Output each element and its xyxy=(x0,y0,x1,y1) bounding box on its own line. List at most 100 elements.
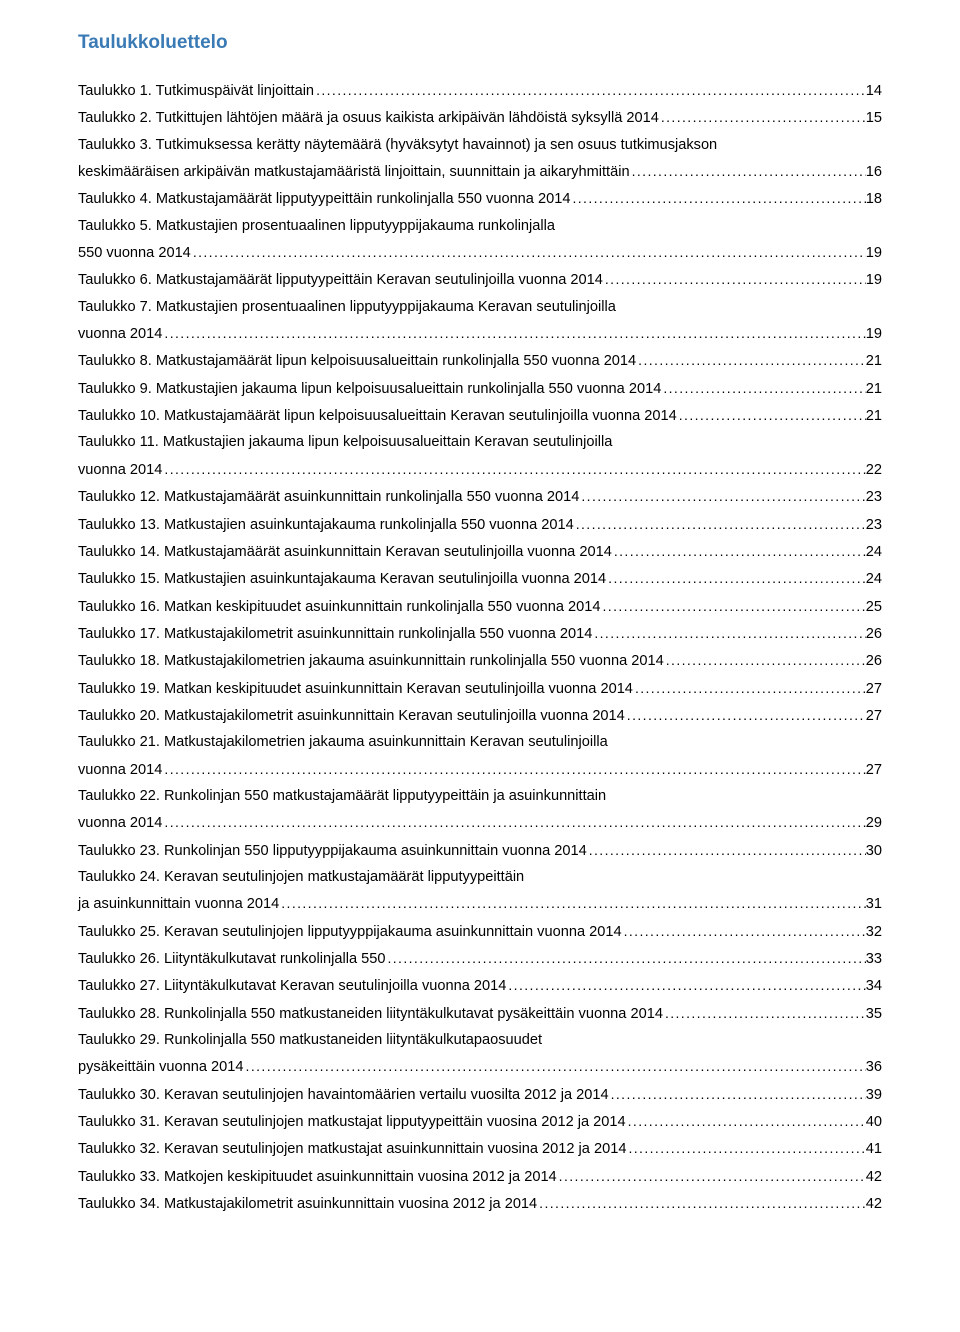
toc-leader: ........................................… xyxy=(600,596,865,616)
toc-page-number: 25 xyxy=(866,597,882,618)
toc-entry-continuation[interactable]: vuonna 2014.............................… xyxy=(78,323,882,345)
toc-entry[interactable]: Taulukko 15. Matkustajien asuinkuntajaka… xyxy=(78,568,882,590)
toc-leader: ........................................… xyxy=(612,541,866,561)
toc-entry-continuation-label: vuonna 2014 xyxy=(78,460,162,481)
toc-entry[interactable]: Taulukko 24. Keravan seutulinjojen matku… xyxy=(78,867,882,888)
toc-entry-continuation-label: pysäkeittäin vuonna 2014 xyxy=(78,1057,244,1078)
toc-entry-label: Taulukko 1. Tutkimuspäivät linjoittain xyxy=(78,81,314,102)
toc-entry-label: Taulukko 15. Matkustajien asuinkuntajaka… xyxy=(78,569,606,590)
toc-leader: ........................................… xyxy=(609,1084,866,1104)
toc-entry[interactable]: Taulukko 4. Matkustajamäärät lipputyypei… xyxy=(78,188,882,210)
toc-entry[interactable]: Taulukko 20. Matkustajakilometrit asuink… xyxy=(78,705,882,727)
toc-page-number: 19 xyxy=(866,243,882,264)
toc-leader: ........................................… xyxy=(191,242,866,262)
toc-entry-label: Taulukko 19. Matkan keskipituudet asuink… xyxy=(78,679,633,700)
toc-leader: ........................................… xyxy=(314,80,866,100)
toc-entry-label: Taulukko 10. Matkustajamäärät lipun kelp… xyxy=(78,406,677,427)
toc-entry[interactable]: Taulukko 1. Tutkimuspäivät linjoittain..… xyxy=(78,80,882,102)
toc-entry[interactable]: Taulukko 7. Matkustajien prosentuaalinen… xyxy=(78,297,882,318)
toc-entry[interactable]: Taulukko 10. Matkustajamäärät lipun kelp… xyxy=(78,405,882,427)
toc-entry-label: Taulukko 23. Runkolinjan 550 lipputyyppi… xyxy=(78,841,587,862)
toc-leader: ........................................… xyxy=(244,1056,866,1076)
toc-entry[interactable]: Taulukko 6. Matkustajamäärät lipputyypei… xyxy=(78,269,882,291)
toc-page-number: 18 xyxy=(866,189,882,210)
toc-entry-label: Taulukko 4. Matkustajamäärät lipputyypei… xyxy=(78,189,570,210)
toc-entry-continuation[interactable]: vuonna 2014.............................… xyxy=(78,759,882,781)
toc-page-number: 33 xyxy=(866,949,882,970)
toc-entry[interactable]: Taulukko 22. Runkolinjan 550 matkustajam… xyxy=(78,786,882,807)
toc-page-number: 27 xyxy=(866,760,882,781)
toc-page-number: 30 xyxy=(866,841,882,862)
toc-leader: ........................................… xyxy=(603,269,866,289)
toc-leader: ........................................… xyxy=(579,486,865,506)
toc-leader: ........................................… xyxy=(506,975,865,995)
toc-entry[interactable]: Taulukko 9. Matkustajien jakauma lipun k… xyxy=(78,378,882,400)
toc-page-number: 27 xyxy=(866,706,882,727)
toc-leader: ........................................… xyxy=(162,459,865,479)
toc-entry-label: Taulukko 16. Matkan keskipituudet asuink… xyxy=(78,597,600,618)
toc-leader: ........................................… xyxy=(162,812,865,832)
toc-entry[interactable]: Taulukko 31. Keravan seutulinjojen matku… xyxy=(78,1111,882,1133)
toc-page-number: 29 xyxy=(866,813,882,834)
toc-entry-continuation[interactable]: pysäkeittäin vuonna 2014................… xyxy=(78,1056,882,1078)
toc-entry-continuation[interactable]: keskimääräisen arkipäivän matkustajamäär… xyxy=(78,161,882,183)
toc-leader: ........................................… xyxy=(659,107,866,127)
toc-entry[interactable]: Taulukko 5. Matkustajien prosentuaalinen… xyxy=(78,216,882,237)
toc-page-number: 19 xyxy=(866,270,882,291)
toc-entry-label: Taulukko 3. Tutkimuksessa kerätty näytem… xyxy=(78,135,717,156)
toc-entry-continuation[interactable]: ja asuinkunnittain vuonna 2014..........… xyxy=(78,893,882,915)
toc-leader: ........................................… xyxy=(663,1003,866,1023)
toc-entry[interactable]: Taulukko 11. Matkustajien jakauma lipun … xyxy=(78,432,882,453)
toc-entry[interactable]: Taulukko 21. Matkustajakilometrien jakau… xyxy=(78,732,882,753)
toc-leader: ........................................… xyxy=(385,948,865,968)
toc-entry-continuation-label: vuonna 2014 xyxy=(78,813,162,834)
toc-entry-continuation-label: vuonna 2014 xyxy=(78,760,162,781)
toc-page-number: 35 xyxy=(866,1004,882,1025)
toc-entry[interactable]: Taulukko 8. Matkustajamäärät lipun kelpo… xyxy=(78,350,882,372)
toc-entry-label: Taulukko 31. Keravan seutulinjojen matku… xyxy=(78,1112,626,1133)
toc-page-number: 42 xyxy=(866,1194,882,1215)
toc-leader: ........................................… xyxy=(622,921,866,941)
toc-entry[interactable]: Taulukko 23. Runkolinjan 550 lipputyyppi… xyxy=(78,840,882,862)
toc-entry[interactable]: Taulukko 30. Keravan seutulinjojen havai… xyxy=(78,1084,882,1106)
toc-page-number: 24 xyxy=(866,542,882,563)
toc-entry[interactable]: Taulukko 12. Matkustajamäärät asuinkunni… xyxy=(78,486,882,508)
toc-entry[interactable]: Taulukko 13. Matkustajien asuinkuntajaka… xyxy=(78,514,882,536)
toc-page-number: 19 xyxy=(866,324,882,345)
toc-entry[interactable]: Taulukko 28. Runkolinjalla 550 matkustan… xyxy=(78,1003,882,1025)
toc-page-number: 32 xyxy=(866,922,882,943)
toc-entry[interactable]: Taulukko 29. Runkolinjalla 550 matkustan… xyxy=(78,1030,882,1051)
toc-entry[interactable]: Taulukko 17. Matkustajakilometrit asuink… xyxy=(78,623,882,645)
toc-leader: ........................................… xyxy=(570,188,865,208)
toc-entry-label: Taulukko 14. Matkustajamäärät asuinkunni… xyxy=(78,542,612,563)
toc-entry[interactable]: Taulukko 3. Tutkimuksessa kerätty näytem… xyxy=(78,135,882,156)
toc-page-number: 16 xyxy=(866,162,882,183)
toc-entry-label: Taulukko 12. Matkustajamäärät asuinkunni… xyxy=(78,487,579,508)
toc-leader: ........................................… xyxy=(587,840,866,860)
toc-entry-label: Taulukko 33. Matkojen keskipituudet asui… xyxy=(78,1167,557,1188)
toc-entry[interactable]: Taulukko 14. Matkustajamäärät asuinkunni… xyxy=(78,541,882,563)
toc-entry[interactable]: Taulukko 25. Keravan seutulinjojen lippu… xyxy=(78,921,882,943)
toc-entry-label: Taulukko 27. Liityntäkulkutavat Keravan … xyxy=(78,976,506,997)
toc-entry[interactable]: Taulukko 34. Matkustajakilometrit asuink… xyxy=(78,1193,882,1215)
toc-entry[interactable]: Taulukko 32. Keravan seutulinjojen matku… xyxy=(78,1138,882,1160)
toc-entry-label: Taulukko 28. Runkolinjalla 550 matkustan… xyxy=(78,1004,663,1025)
toc-entry[interactable]: Taulukko 19. Matkan keskipituudet asuink… xyxy=(78,678,882,700)
toc-entry-continuation[interactable]: vuonna 2014.............................… xyxy=(78,459,882,481)
toc-entry-label: Taulukko 21. Matkustajakilometrien jakau… xyxy=(78,732,608,753)
toc-page-number: 34 xyxy=(866,976,882,997)
toc-entry-label: Taulukko 24. Keravan seutulinjojen matku… xyxy=(78,867,524,888)
toc-entry-label: Taulukko 13. Matkustajien asuinkuntajaka… xyxy=(78,515,574,536)
toc-entry[interactable]: Taulukko 2. Tutkittujen lähtöjen määrä j… xyxy=(78,107,882,129)
toc-entry-continuation[interactable]: 550 vuonna 2014.........................… xyxy=(78,242,882,264)
toc-entry-continuation-label: ja asuinkunnittain vuonna 2014 xyxy=(78,894,279,915)
toc-leader: ........................................… xyxy=(664,650,866,670)
toc-entry-label: Taulukko 20. Matkustajakilometrit asuink… xyxy=(78,706,625,727)
toc-entry[interactable]: Taulukko 16. Matkan keskipituudet asuink… xyxy=(78,596,882,618)
toc-entry[interactable]: Taulukko 33. Matkojen keskipituudet asui… xyxy=(78,1166,882,1188)
toc-entry[interactable]: Taulukko 27. Liityntäkulkutavat Keravan … xyxy=(78,975,882,997)
toc-page-number: 23 xyxy=(866,487,882,508)
toc-entry-continuation[interactable]: vuonna 2014.............................… xyxy=(78,812,882,834)
toc-entry[interactable]: Taulukko 18. Matkustajakilometrien jakau… xyxy=(78,650,882,672)
toc-entry[interactable]: Taulukko 26. Liityntäkulkutavat runkolin… xyxy=(78,948,882,970)
